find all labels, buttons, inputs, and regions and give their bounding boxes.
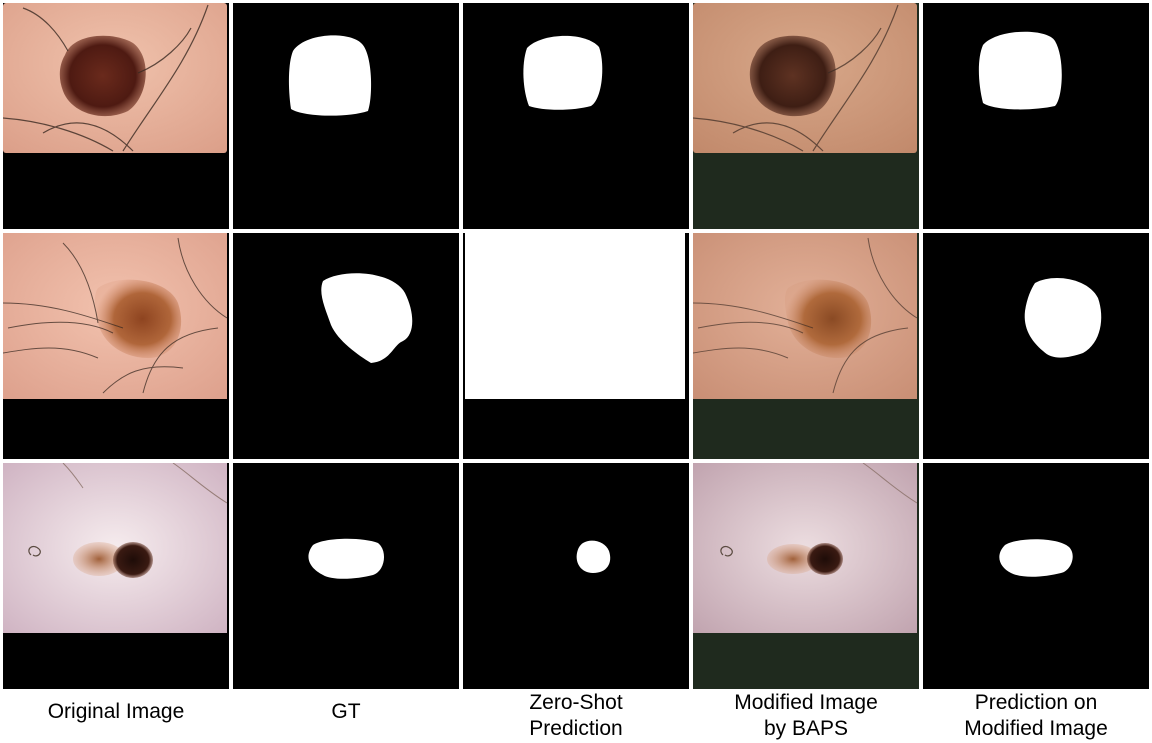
row-2-original-image [3, 233, 229, 459]
caption-zero-shot-line-1: Zero-Shot [529, 691, 623, 714]
caption-modified-line-1: Modified Image [734, 691, 878, 714]
row-1-gt-mask [233, 3, 459, 229]
row-2-gt-mask [233, 233, 459, 459]
row-1-modified-image [693, 3, 919, 229]
row-1-original-image [3, 3, 229, 229]
caption-original-image: Original Image [3, 699, 229, 725]
caption-gt-line-1: GT [331, 700, 361, 723]
caption-gt: GT [233, 699, 459, 725]
caption-prediction-on-modified: Prediction on Modified Image [923, 690, 1149, 742]
caption-zero-shot-line-2: Prediction [529, 717, 623, 740]
row-3-original-image [3, 463, 229, 689]
row-1-prediction-mask [923, 3, 1149, 229]
row-1-zero-shot-mask [463, 3, 689, 229]
row-3-modified-image [693, 463, 919, 689]
caption-zero-shot-prediction: Zero-Shot Prediction [463, 690, 689, 742]
row-3-prediction-mask [923, 463, 1149, 689]
row-3-gt-mask [233, 463, 459, 689]
row-2-prediction-mask [923, 233, 1149, 459]
row-2-zero-shot-mask [463, 233, 689, 459]
caption-prediction-line-2: Modified Image [964, 717, 1108, 740]
row-3-zero-shot-mask [463, 463, 689, 689]
caption-prediction-line-1: Prediction on [974, 691, 1098, 714]
caption-original-line-1: Original Image [47, 700, 185, 723]
caption-modified-image: Modified Image by BAPS [693, 690, 919, 742]
row-2-modified-image [693, 233, 919, 459]
caption-modified-line-2: by BAPS [763, 717, 849, 740]
